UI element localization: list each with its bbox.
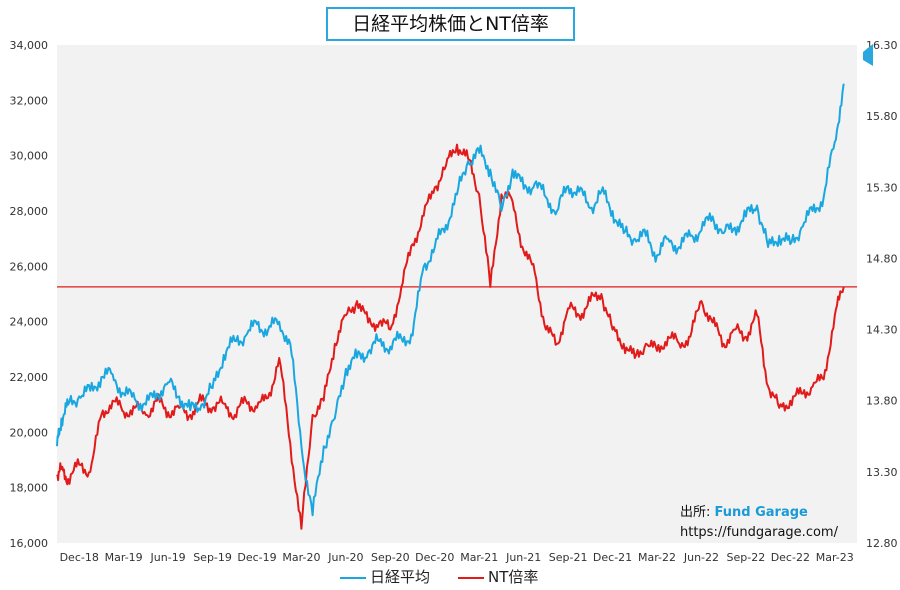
x-tick-label: Dec-22 [771, 551, 810, 564]
left-tick-label: 32,000 [10, 94, 49, 107]
x-tick-label: Sep-20 [371, 551, 410, 564]
source-note: 出所: Fund Garage https://fundgarage.com/ [680, 503, 838, 543]
right-tick-label: 16.30 [866, 39, 898, 52]
x-tick-label: Mar-23 [816, 551, 854, 564]
legend-item-nikkei: 日経平均 [340, 566, 430, 587]
x-tick-label: Jun-21 [505, 551, 541, 564]
plot-area [57, 45, 857, 543]
right-tick-label: 14.80 [866, 252, 898, 265]
legend-swatch-nikkei [340, 576, 366, 579]
x-tick-label: Jun-22 [683, 551, 719, 564]
chart-title: 日経平均株価とNT倍率 [326, 7, 575, 41]
x-tick-label: Dec-19 [237, 551, 276, 564]
x-tick-label: Mar-19 [105, 551, 143, 564]
right-tick-label: 14.30 [866, 324, 898, 337]
legend: 日経平均 NT倍率 [340, 566, 570, 588]
x-tick-label: Sep-21 [549, 551, 588, 564]
left-tick-label: 28,000 [10, 205, 49, 218]
legend-swatch-nt [458, 576, 484, 579]
x-axis-ticks: Dec-18 Mar-19 Jun-19 Sep-19 Dec-19 Mar-20 Jun-… [60, 551, 854, 564]
legend-item-nt: NT倍率 [458, 566, 538, 587]
x-tick-label: Jun-20 [327, 551, 363, 564]
x-tick-label: Mar-21 [460, 551, 498, 564]
x-tick-label: Mar-20 [282, 551, 320, 564]
nt-ratio-line [56, 143, 845, 530]
legend-label-nt: NT倍率 [488, 568, 539, 586]
right-axis-ticks: 12.80 13.30 13.80 14.30 14.80 15.30 15.80 16.30 [866, 39, 898, 550]
left-tick-label: 22,000 [10, 371, 49, 384]
right-tick-label: 15.30 [866, 181, 898, 194]
source-brand: Fund Garage [714, 505, 808, 520]
left-tick-label: 18,000 [10, 482, 49, 495]
left-tick-label: 26,000 [10, 260, 49, 273]
x-tick-label: Dec-18 [60, 551, 99, 564]
left-tick-label: 24,000 [10, 316, 49, 329]
left-tick-label: 16,000 [10, 537, 49, 550]
left-tick-label: 30,000 [10, 150, 49, 163]
left-axis-ticks: 16,000 18,000 20,000 22,000 24,000 26,000 28,0… [10, 39, 49, 550]
nikkei-line [56, 83, 845, 517]
left-tick-label: 20,000 [10, 426, 49, 439]
source-prefix: 出所: [680, 505, 711, 520]
legend-label-nikkei: 日経平均 [370, 568, 431, 586]
x-tick-label: Mar-22 [638, 551, 676, 564]
right-tick-label: 12.80 [866, 537, 898, 550]
right-tick-label: 13.30 [866, 466, 898, 479]
x-tick-label: Jun-19 [150, 551, 186, 564]
right-tick-label: 15.80 [866, 110, 898, 123]
x-tick-label: Sep-22 [727, 551, 766, 564]
right-tick-label: 13.80 [866, 395, 898, 408]
right-edge-arrow-icon [863, 44, 873, 66]
left-tick-label: 34,000 [10, 39, 49, 52]
source-url[interactable]: https://fundgarage.com/ [680, 525, 838, 540]
x-tick-label: Dec-21 [593, 551, 632, 564]
x-tick-label: Dec-20 [415, 551, 454, 564]
x-tick-label: Sep-19 [193, 551, 232, 564]
